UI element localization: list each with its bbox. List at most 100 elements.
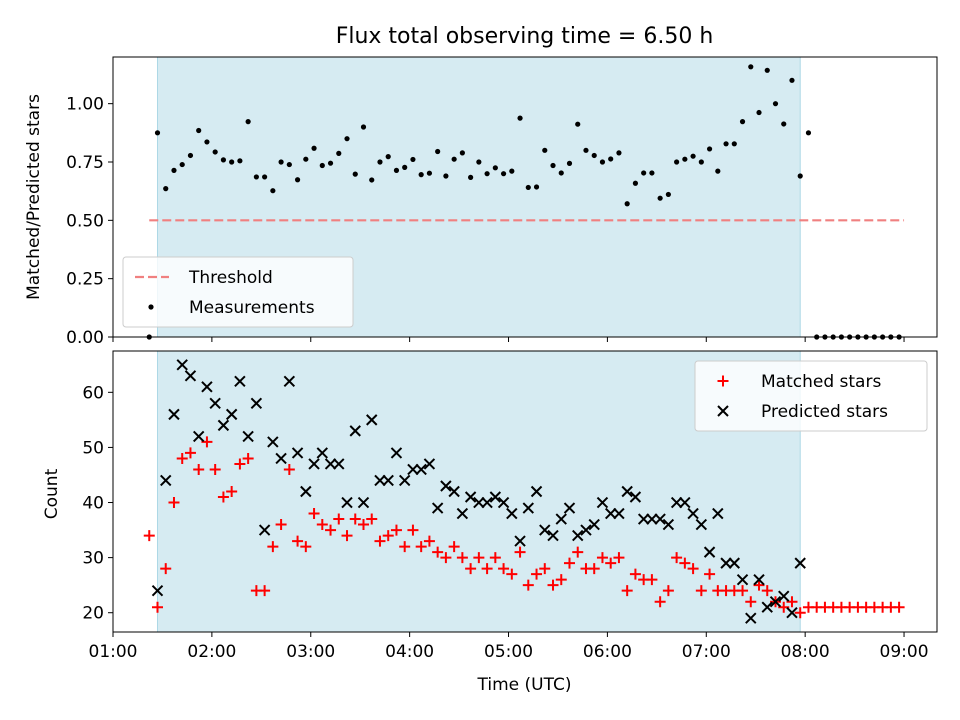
data-point <box>234 458 246 470</box>
data-point <box>473 496 485 509</box>
data-point <box>407 463 419 476</box>
data-point <box>506 568 518 580</box>
data-point <box>662 518 675 531</box>
data-point <box>209 463 221 475</box>
data-point <box>731 141 737 147</box>
data-point <box>805 130 812 136</box>
data-point <box>500 171 507 177</box>
data-point <box>217 419 230 432</box>
data-point <box>608 156 614 162</box>
data-point <box>706 146 713 152</box>
x-tick-label: 05:00 <box>484 642 533 662</box>
data-point <box>324 458 337 470</box>
data-point <box>616 150 622 156</box>
data-point <box>596 552 608 564</box>
data-point <box>333 513 345 525</box>
data-point <box>443 173 449 179</box>
data-point <box>242 452 254 464</box>
data-point <box>262 174 268 180</box>
data-point <box>456 552 468 564</box>
data-point <box>572 546 584 558</box>
data-point <box>654 513 666 525</box>
data-point <box>410 156 416 163</box>
data-point <box>316 447 329 459</box>
data-point <box>294 177 301 183</box>
y-tick-label: 0.75 <box>66 153 104 173</box>
axes-frame <box>112 56 938 338</box>
data-point <box>670 496 683 509</box>
data-point <box>748 64 754 70</box>
axes-frame <box>112 350 938 633</box>
data-point <box>192 430 205 443</box>
y-tick-label: 1.00 <box>66 95 104 115</box>
bottom-y-axis-label: Count <box>42 468 62 519</box>
data-point <box>797 173 803 179</box>
series-matched-stars <box>143 436 905 619</box>
data-point <box>563 557 575 569</box>
data-point <box>613 552 625 564</box>
y-tick-label: 30 <box>82 549 104 569</box>
data-point <box>171 167 177 173</box>
data-point <box>168 497 180 509</box>
data-point <box>572 529 584 542</box>
data-point <box>498 563 510 575</box>
data-point <box>456 507 469 520</box>
x-tick-label: 02:00 <box>187 642 236 662</box>
data-point <box>225 408 238 421</box>
x-tick-label: 03:00 <box>286 642 335 662</box>
data-point <box>728 557 741 569</box>
data-point <box>184 447 196 459</box>
data-point <box>196 127 202 134</box>
data-point <box>662 585 674 597</box>
data-point <box>671 552 683 564</box>
x-tick-label: 08:00 <box>781 642 830 662</box>
y-tick-label: 20 <box>82 604 104 624</box>
data-point <box>464 491 477 503</box>
data-point <box>275 452 287 465</box>
data-point <box>344 136 350 142</box>
y-tick-label: 60 <box>82 383 104 403</box>
data-point <box>789 77 795 83</box>
data-point <box>366 414 378 426</box>
data-point <box>687 563 699 575</box>
data-point <box>369 177 375 183</box>
data-point <box>212 149 218 155</box>
data-point <box>794 607 806 619</box>
legend-swatch-dot <box>148 304 154 310</box>
data-point <box>786 607 798 619</box>
data-point <box>336 150 342 156</box>
data-point <box>308 508 320 520</box>
data-point <box>163 186 169 192</box>
data-point <box>308 458 320 470</box>
y-tick-label: 0.00 <box>66 328 104 348</box>
data-point <box>250 397 263 410</box>
data-point <box>423 535 435 547</box>
data-point <box>187 152 194 159</box>
data-point <box>522 502 535 514</box>
data-point <box>341 496 353 509</box>
data-point <box>426 170 433 176</box>
legend: Threshold Measurements <box>122 256 354 328</box>
y-tick-label: 50 <box>82 438 104 458</box>
data-point <box>745 612 757 624</box>
data-point <box>382 474 394 487</box>
data-point <box>492 165 498 171</box>
data-point <box>237 158 243 164</box>
data-point <box>258 524 271 536</box>
data-point <box>374 474 386 487</box>
data-point <box>794 557 806 569</box>
data-point <box>357 519 369 531</box>
data-point <box>481 496 493 509</box>
data-point <box>415 541 427 553</box>
data-point <box>366 513 378 525</box>
legend-swatch-plus <box>717 375 729 387</box>
data-point <box>778 590 790 602</box>
data-point <box>583 147 589 153</box>
data-point <box>300 485 312 498</box>
data-point <box>184 370 197 382</box>
chart-title: Flux total observing time = 6.50 h <box>336 24 714 49</box>
data-point <box>637 513 650 525</box>
data-point <box>484 171 490 177</box>
data-point <box>193 463 205 475</box>
data-point <box>778 601 790 613</box>
